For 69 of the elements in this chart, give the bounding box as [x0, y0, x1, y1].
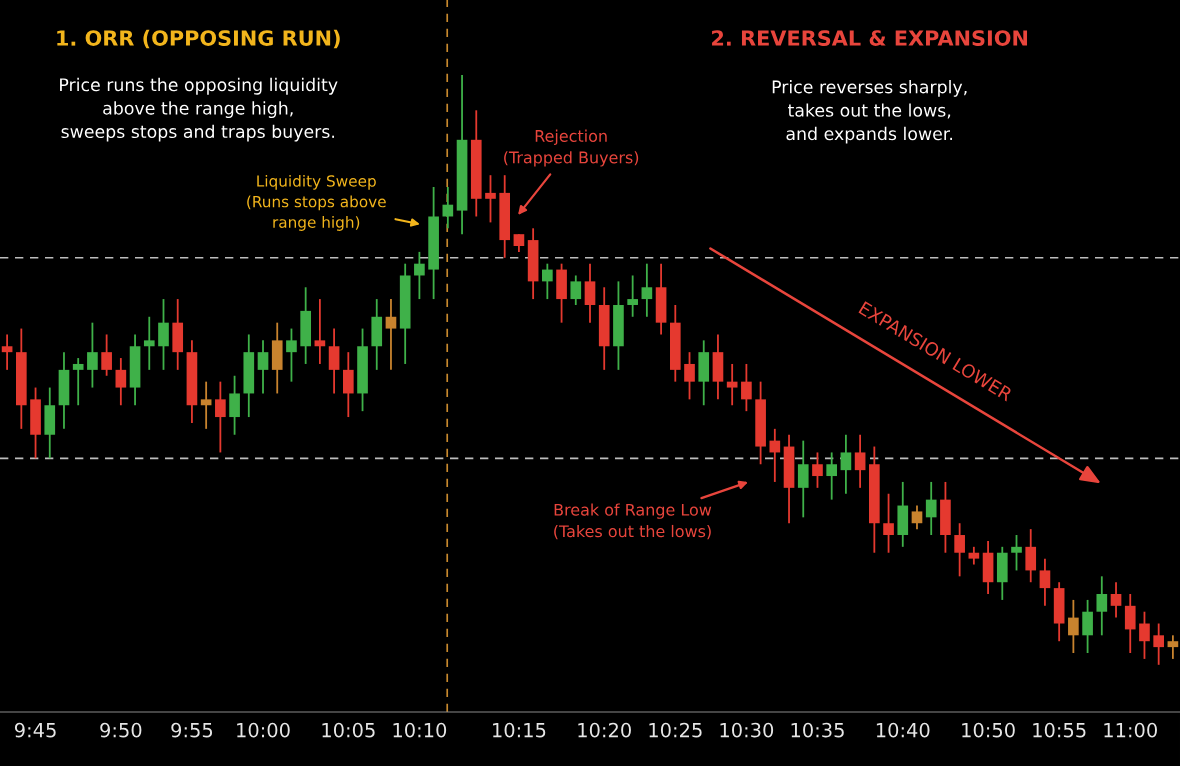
annotation: Liquidity Sweep (Runs stops above range high) — [247, 174, 386, 231]
candlestick — [570, 274, 582, 306]
x-tick-label: 10:15 — [493, 722, 546, 738]
candlestick — [328, 327, 340, 395]
candlestick — [726, 363, 738, 407]
candlestick — [1011, 534, 1022, 572]
candlestick — [954, 522, 965, 578]
candlestick — [158, 298, 169, 371]
candlestick — [1025, 528, 1037, 584]
candlestick — [584, 262, 596, 324]
candlestick — [87, 321, 98, 389]
candlestick — [1082, 599, 1093, 654]
candlestick — [627, 274, 638, 318]
candlestick — [414, 250, 425, 300]
x-tick-label: 10:10 — [393, 722, 447, 738]
candlestick — [741, 363, 752, 413]
candlestick — [684, 351, 695, 401]
annotation: Price reverses sharply, takes out the lows, and expands lower. — [772, 79, 967, 144]
candlestick — [883, 492, 894, 554]
candlestick — [143, 315, 155, 371]
candlestick — [257, 339, 269, 395]
candlestick — [925, 481, 937, 536]
candlestick — [826, 451, 838, 501]
candlestick — [200, 380, 212, 430]
candlestick — [1167, 634, 1179, 660]
x-tick-label: 9:50 — [100, 722, 142, 738]
x-tick-label: 10:35 — [791, 722, 844, 738]
candlestick — [769, 427, 781, 483]
annotation: Break of Range Low (Takes out the lows) — [554, 503, 712, 540]
x-tick-label: 10:40 — [876, 722, 930, 738]
candlestick — [641, 262, 653, 318]
candlestick — [385, 298, 397, 371]
candlestick — [286, 327, 297, 383]
candlestick — [797, 439, 809, 519]
candlestick — [812, 451, 823, 489]
candlestick — [1039, 557, 1051, 607]
x-tick-label: 10:55 — [1033, 722, 1086, 738]
candlestick — [1, 333, 13, 371]
annotation: Rejection (Trapped Buyers) — [504, 129, 639, 167]
candlestick — [115, 357, 127, 407]
candlestick — [854, 433, 866, 489]
candlestick — [1153, 622, 1165, 666]
x-tick-label: 10:50 — [962, 722, 1015, 738]
candlestick — [542, 262, 553, 300]
x-tick-label: 11:00 — [1104, 722, 1157, 738]
x-tick-label: 10:00 — [237, 722, 290, 738]
x-tick-label: 10:20 — [578, 722, 631, 738]
candlestick — [215, 380, 226, 454]
candlestick — [1110, 581, 1122, 619]
candlestick — [1139, 610, 1150, 660]
candlestick — [229, 374, 240, 436]
text: 2. REVERSAL & EXPANSION — [712, 30, 1028, 46]
candlestick — [911, 504, 923, 531]
x-tick-label: 10:30 — [720, 722, 774, 738]
candlestick — [72, 357, 84, 407]
x-tick-label: 10:05 — [322, 722, 375, 738]
candlestick — [314, 298, 326, 365]
annotation: Price runs the opposing liquidity above the range high, sweeps stops and traps buyers. — [60, 77, 338, 142]
candlestick — [840, 433, 852, 495]
candlestick — [1124, 593, 1136, 654]
text: 1. ORR (OPPOSING RUN) — [57, 29, 340, 49]
x-tick-label: 10:25 — [649, 722, 702, 738]
candlestick — [1068, 599, 1079, 654]
candlestick — [1096, 575, 1108, 637]
x-tick-label: 9:45 — [14, 722, 56, 738]
candlestick — [342, 351, 354, 418]
candlestick — [485, 174, 496, 224]
candlestick — [101, 333, 112, 377]
x-tick-label: 9:55 — [171, 722, 213, 738]
